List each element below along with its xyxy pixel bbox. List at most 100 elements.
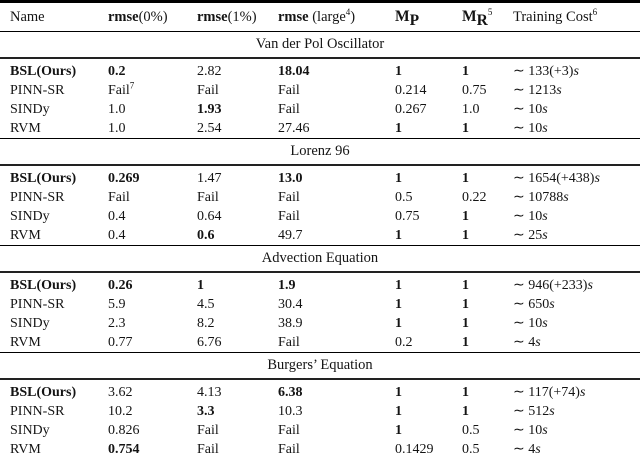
value-cell: 1 — [395, 226, 462, 246]
value-cell: 0.5 — [462, 440, 513, 457]
cell-value: Fail — [278, 189, 300, 205]
value-cell: 10.2 — [108, 402, 197, 421]
value-cell: Fail — [108, 188, 197, 207]
seconds-unit: s — [587, 278, 593, 293]
table-body: Van der Pol Oscillator BSL(Ours) 0.2 2.82 18… — [0, 31, 640, 457]
cell-value: 1 — [395, 170, 402, 186]
cell-value: 0.6 — [197, 227, 215, 243]
method-name-cell: RVM — [10, 120, 41, 136]
cell-value: 1 — [395, 63, 402, 79]
footnote-marker-5: 5 — [487, 7, 493, 18]
value-cell: Fail — [197, 188, 278, 207]
value-cell: ∼ 946(+233)s — [513, 272, 640, 295]
cell-value: ∼ 1213 — [513, 83, 557, 98]
cell-value: 18.04 — [278, 63, 310, 79]
value-cell: ∼ 10788s — [513, 188, 640, 207]
cell-value: 1.9 — [278, 277, 296, 293]
cell-value: 0.26 — [108, 277, 133, 293]
cell-value: ∼ 946(+233) — [513, 278, 588, 293]
value-cell: 0.5 — [395, 188, 462, 207]
cell-value: 1 — [395, 120, 402, 136]
value-cell: 10.3 — [278, 402, 395, 421]
table-row: BSL(Ours) 0.2 2.82 18.04 1 1 ∼ 133(+3)s — [0, 58, 640, 81]
table-row: SINDy 2.3 8.2 38.9 1 1 ∼ 10s — [0, 314, 640, 333]
value-cell: 1 — [462, 207, 513, 226]
value-cell: 3.3 — [197, 402, 278, 421]
value-cell: ∼ 650s — [513, 295, 640, 314]
cell-value: 2.82 — [197, 63, 222, 79]
cell-value: 1.47 — [197, 170, 222, 186]
seconds-unit: s — [549, 404, 555, 419]
cell-value: 0.5 — [462, 441, 480, 457]
cell-value: Fail — [278, 82, 300, 98]
cell-value: 0.64 — [197, 208, 222, 224]
mr-symbol: M — [462, 8, 477, 25]
value-cell: 1 — [462, 226, 513, 246]
cell-value: 1 — [462, 296, 469, 312]
cell-value: 0.826 — [108, 422, 140, 438]
value-cell: Fail — [278, 100, 395, 119]
table-row: PINN-SR Fail7 Fail Fail 0.214 0.75 ∼ 1213s — [0, 81, 640, 100]
table-row: PINN-SR 10.2 3.3 10.3 1 1 ∼ 512s — [0, 402, 640, 421]
cell-value: 1.0 — [462, 101, 480, 117]
value-cell: ∼ 1213s — [513, 81, 640, 100]
method-name-cell: BSL(Ours) — [10, 277, 77, 293]
value-cell: 1.0 — [462, 100, 513, 119]
rmse0-bold-label: rmse — [108, 8, 139, 25]
cell-value: 8.2 — [197, 315, 215, 331]
cell-value: 1 — [395, 296, 402, 312]
value-cell: 1.9 — [278, 272, 395, 295]
value-cell: 13.0 — [278, 165, 395, 188]
cell-value: 6.38 — [278, 384, 303, 400]
cell-value: ∼ 10 — [513, 423, 543, 438]
method-name-cell: SINDy — [10, 422, 50, 438]
section-title-row: Burgers’ Equation — [0, 352, 640, 380]
cell-value: ∼ 10 — [513, 316, 543, 331]
cell-value: ∼ 512 — [513, 404, 550, 419]
cell-value: 3.3 — [197, 403, 215, 419]
table-row: RVM 0.4 0.6 49.7 1 1 ∼ 25s — [0, 226, 640, 246]
value-cell: 6.38 — [278, 379, 395, 402]
cell-value: 1 — [462, 63, 469, 79]
footnote-marker-4: 4 — [345, 6, 351, 17]
cell-value: Fail — [197, 189, 219, 205]
value-cell: 1 — [395, 119, 462, 139]
method-name-cell: RVM — [10, 227, 41, 243]
value-cell: 2.54 — [197, 119, 278, 139]
cell-value: 2.3 — [108, 315, 126, 331]
value-cell: Fail — [278, 333, 395, 353]
cell-value: Fail — [108, 189, 130, 205]
cell-value: 0.754 — [108, 441, 140, 457]
cell-value: 0.5 — [395, 189, 413, 205]
value-cell: 0.26 — [108, 272, 197, 295]
cell-value: 0.269 — [108, 170, 140, 186]
value-cell: Fail — [197, 81, 278, 100]
method-name-cell: RVM — [10, 441, 41, 457]
cell-value: Fail — [197, 82, 219, 98]
table-row: BSL(Ours) 0.269 1.47 13.0 1 1 ∼ 1654(+438)s — [0, 165, 640, 188]
cell-value: 13.0 — [278, 170, 303, 186]
cell-value: ∼ 10788 — [513, 190, 564, 205]
value-cell: Fail — [278, 421, 395, 440]
col-header-mp: MP — [395, 1, 462, 32]
value-cell: ∼ 10s — [513, 100, 640, 119]
header-name-label: Name — [10, 8, 45, 25]
value-cell: ∼ 133(+3)s — [513, 58, 640, 81]
rmse1-bold-label: rmse — [197, 8, 228, 25]
table-row: SINDy 1.0 1.93 Fail 0.267 1.0 ∼ 10s — [0, 100, 640, 119]
value-cell: ∼ 4s — [513, 440, 640, 457]
cell-value: 1 — [462, 315, 469, 331]
method-name-cell: SINDy — [10, 208, 50, 224]
cell-value: ∼ 4 — [513, 335, 536, 350]
col-header-rmse-1pct: rmse(1%) — [197, 1, 278, 32]
cell-value: 6.76 — [197, 334, 222, 350]
value-cell: 1 — [395, 272, 462, 295]
cell-value: 3.62 — [108, 384, 133, 400]
cell-value: 30.4 — [278, 296, 303, 312]
value-cell: 1 — [197, 272, 278, 295]
cell-value: 5.9 — [108, 296, 126, 312]
col-header-mr: MR5 — [462, 1, 513, 32]
cell-value: Fail — [278, 334, 300, 350]
value-cell: 0.22 — [462, 188, 513, 207]
